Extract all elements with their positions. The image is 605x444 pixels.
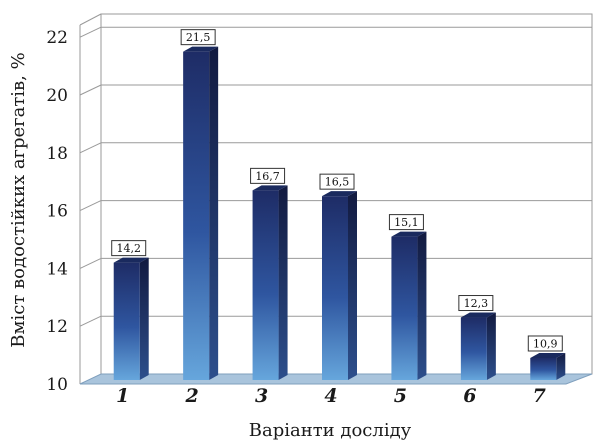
data-label-box bbox=[111, 240, 147, 257]
data-label: 14,2 bbox=[116, 242, 141, 255]
y-tick-label: 14 bbox=[46, 259, 68, 279]
data-label-box bbox=[527, 335, 563, 352]
x-tick-label: 5 bbox=[394, 385, 407, 407]
gridline-side-18 bbox=[79, 142, 102, 154]
data-labels: 14,2 21,5 16,7 16,5 15,1 12,3 10,9 bbox=[111, 29, 563, 352]
bar-top-face bbox=[530, 352, 566, 358]
bar-side-face bbox=[556, 352, 566, 380]
y-axis-title: Вміст водостійких агрегатів, % bbox=[8, 52, 29, 347]
data-label: 10,9 bbox=[533, 337, 558, 350]
bar-front-face bbox=[322, 196, 348, 380]
bar-front-face bbox=[391, 236, 418, 380]
x-tick-label: 7 bbox=[533, 385, 546, 407]
bars bbox=[113, 46, 566, 381]
y-tick-label: 20 bbox=[46, 86, 68, 106]
bar-front-face bbox=[460, 317, 487, 380]
y-tick-label: 18 bbox=[46, 144, 68, 164]
bar-top-face bbox=[113, 257, 149, 263]
y-tick-label: 12 bbox=[46, 317, 68, 337]
y-tick-label: 10 bbox=[46, 375, 68, 395]
bar-front-face bbox=[530, 357, 557, 380]
data-label-box bbox=[388, 214, 424, 231]
bar-top-face bbox=[322, 191, 357, 197]
gridline-side-20 bbox=[79, 84, 102, 96]
gridline-side-22 bbox=[79, 26, 102, 38]
y-tick-label: 22 bbox=[46, 28, 68, 48]
bar-top-face bbox=[183, 46, 219, 52]
x-tick-label: 2 bbox=[185, 385, 199, 407]
bar-top-face bbox=[460, 312, 496, 318]
x-tick-label: 1 bbox=[116, 385, 129, 407]
data-label: 12,3 bbox=[464, 297, 489, 310]
bar-2 bbox=[183, 46, 219, 381]
bar-top-face bbox=[252, 185, 288, 191]
bar-3 bbox=[252, 185, 288, 380]
bar-front-face bbox=[252, 190, 279, 380]
data-label: 21,5 bbox=[186, 31, 211, 44]
bar-side-face bbox=[417, 231, 427, 380]
x-axis-ticks: 1 2 3 4 5 6 7 bbox=[116, 385, 546, 407]
bar-5 bbox=[391, 231, 427, 380]
gridline-side-12 bbox=[79, 315, 102, 327]
gridline-side-16 bbox=[79, 200, 102, 212]
data-label-box bbox=[180, 29, 216, 46]
bar-1 bbox=[113, 257, 149, 380]
data-label-box bbox=[458, 295, 494, 312]
gridline-side-14 bbox=[79, 257, 102, 269]
bar-side-face bbox=[486, 312, 496, 380]
bar-side-face bbox=[209, 46, 219, 381]
data-label: 16,7 bbox=[255, 170, 280, 183]
data-label: 16,5 bbox=[325, 176, 350, 189]
data-label-box bbox=[250, 167, 286, 184]
side-wall-top-edge bbox=[79, 13, 102, 26]
bar-front-face bbox=[113, 262, 140, 380]
bar-side-face bbox=[278, 185, 288, 380]
x-tick-label: 3 bbox=[255, 385, 268, 407]
bar-7 bbox=[530, 352, 566, 380]
bar-6 bbox=[460, 312, 496, 380]
data-label-box bbox=[319, 173, 355, 190]
bar-side-face bbox=[139, 257, 149, 380]
bar-side-face bbox=[348, 191, 357, 380]
data-label: 15,1 bbox=[394, 216, 419, 229]
y-tick-label: 16 bbox=[46, 202, 68, 222]
bar-4 bbox=[322, 191, 357, 380]
bar-top-face bbox=[391, 231, 427, 237]
x-axis-title: Варіанти досліду bbox=[249, 420, 412, 441]
x-tick-label: 6 bbox=[463, 385, 476, 407]
y-axis-ticks: 10 12 14 16 18 20 22 bbox=[46, 28, 68, 395]
x-tick-label: 4 bbox=[324, 385, 337, 407]
bar-front-face bbox=[183, 51, 210, 381]
